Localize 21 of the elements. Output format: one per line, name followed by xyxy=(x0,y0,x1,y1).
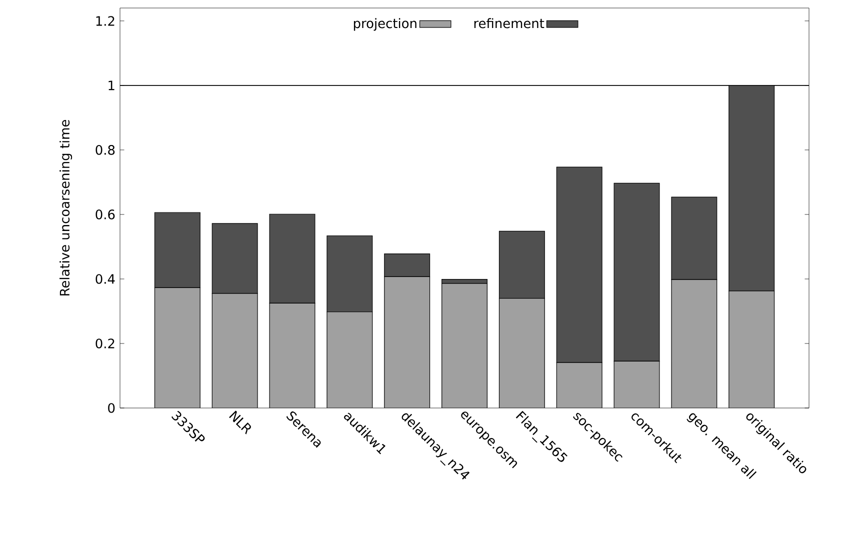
y-tick-label: 0.2 xyxy=(96,338,114,348)
y-axis-title: Relative uncoarsening time xyxy=(60,120,72,296)
legend-label: refinement xyxy=(474,18,544,28)
y-tick-label: 0 xyxy=(108,403,115,413)
bar xyxy=(154,288,200,408)
bar xyxy=(442,283,488,408)
bar xyxy=(671,280,717,408)
bar xyxy=(728,290,775,408)
y-tick-label: 0.4 xyxy=(96,274,115,284)
bar xyxy=(212,293,258,408)
bar xyxy=(499,298,545,408)
bar xyxy=(614,361,660,408)
bar xyxy=(384,276,430,408)
bar xyxy=(556,362,602,408)
legend-label: projection xyxy=(354,18,416,31)
y-tick-label: 0.6 xyxy=(96,210,115,220)
y-tick-label: 0.8 xyxy=(96,145,115,155)
y-tick-label: 1 xyxy=(108,80,114,90)
bar xyxy=(270,303,315,408)
bar xyxy=(326,312,372,408)
y-tick-label: 1.2 xyxy=(96,16,114,26)
